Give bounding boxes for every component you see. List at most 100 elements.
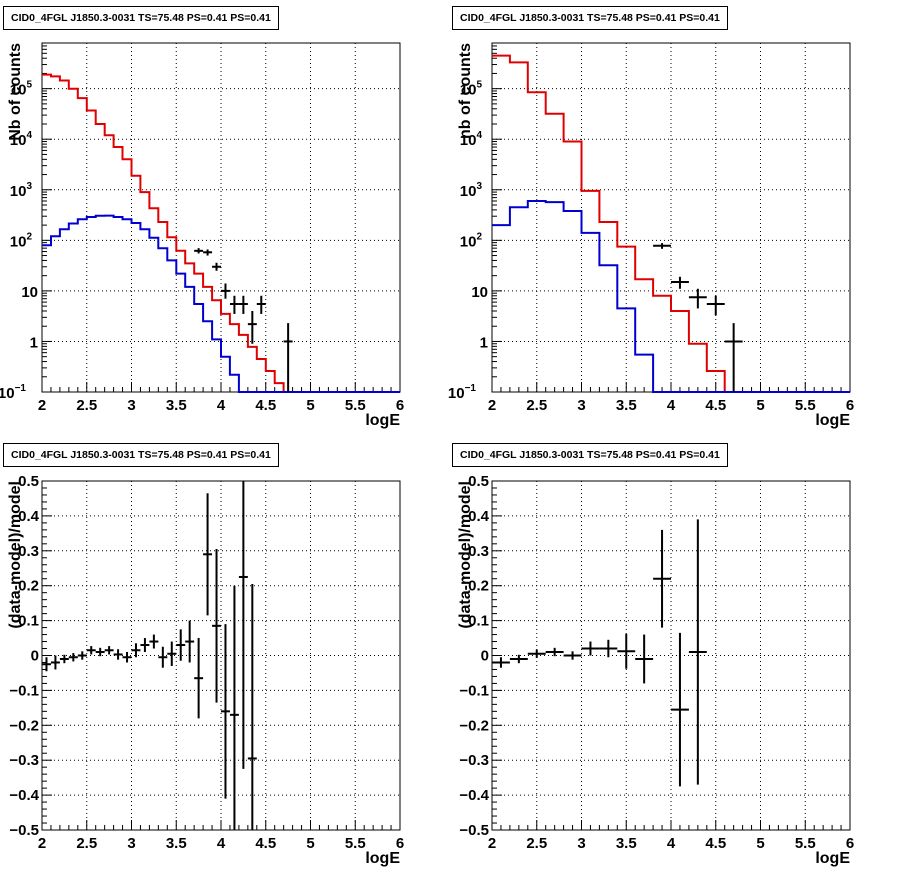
y-axis-label: Nb of counts (7, 43, 24, 141)
y-tick-label: −0.4 (459, 787, 489, 804)
y-tick-label: 103 (10, 181, 33, 200)
plot-title-bottom-right: CID0_4FGL J1850.3-0031 TS=75.48 PS=0.41 … (452, 443, 728, 467)
x-tick-label: 3.5 (616, 397, 637, 414)
x-tick-label: 5 (756, 835, 764, 852)
residual-point (509, 654, 528, 664)
plot-title-top-left: CID0_4FGL J1850.3-0031 TS=75.48 PS=0.41 … (3, 6, 279, 30)
x-axis-label: logE (365, 412, 400, 429)
x-tick-label: 4.5 (705, 397, 726, 414)
residual-point (77, 651, 87, 660)
residual-point (229, 585, 239, 830)
y-tick-label: 0.4 (18, 508, 40, 525)
residual-point (113, 649, 123, 660)
x-tick-label: 2 (488, 835, 496, 852)
y-tick-label: 1 (480, 334, 488, 351)
residual-point (492, 657, 510, 668)
residual-point (563, 651, 582, 660)
x-tick-label: 4 (667, 397, 676, 414)
x-tick-label: 6 (396, 835, 404, 852)
y-tick-label: 0.2 (18, 578, 39, 595)
plot-panel-2: 2 2.5 3 3.5 4 4.5 5 5.5 6 −0.5 −0.4 −0.3 −0.2 −0.1 0 0.… (7, 473, 404, 867)
x-tick-label: 6 (396, 397, 404, 414)
y-tick-label: 0.5 (18, 473, 39, 490)
y-axis-label: (data-model)/model (457, 481, 474, 629)
residual-point (221, 624, 230, 799)
x-tick-label: 3.5 (616, 835, 637, 852)
x-tick-label: 2 (38, 397, 46, 414)
x-tick-label: 4 (667, 835, 676, 852)
y-tick-label: −0.3 (459, 752, 489, 769)
residual-point (247, 583, 257, 830)
plot-panel-3: 2 2.5 3 3.5 4 4.5 5 5.5 6 −0.5 −0.4 −0.3 −0.2 −0.1 0 0.… (457, 473, 854, 867)
y-tick-label: 0 (31, 648, 39, 665)
y-tick-label: −0.4 (9, 787, 39, 804)
x-tick-label: 3.5 (166, 835, 187, 852)
y-tick-label: −0.1 (459, 682, 489, 699)
y-tick-label: 0.3 (468, 543, 489, 560)
residual-point (59, 654, 69, 664)
x-tick-label: 2.5 (76, 397, 97, 414)
data-point (212, 262, 221, 271)
data-point (256, 295, 266, 314)
y-tick-label: 10 (471, 284, 488, 301)
residual-point (203, 493, 213, 616)
y-tick-label: 10 (21, 284, 38, 301)
y-tick-label: −0.5 (459, 822, 489, 839)
residual-point (194, 638, 204, 719)
x-axis-label: logE (815, 850, 850, 867)
x-tick-label: 5 (306, 835, 314, 852)
residual-point (688, 519, 707, 785)
residual-point (176, 629, 186, 661)
x-tick-label: 5 (756, 397, 764, 414)
residual-point (86, 646, 96, 655)
data-point (706, 295, 725, 316)
y-tick-label: 0.4 (468, 508, 490, 525)
residual-point (158, 646, 168, 668)
residual-point (50, 655, 60, 670)
y-tick-label: −0.2 (9, 717, 39, 734)
data-point (653, 243, 671, 249)
y-tick-label: 0.5 (468, 473, 489, 490)
residual-point (635, 634, 654, 684)
data-point (724, 323, 743, 392)
data-point (203, 249, 213, 256)
data-point (221, 283, 230, 299)
y-tick-label: 0 (481, 648, 489, 665)
residual-point (104, 646, 114, 655)
series-line-1 (42, 214, 400, 393)
x-tick-label: 3 (127, 397, 135, 414)
data-point (238, 295, 248, 314)
x-tick-label: 6 (846, 397, 854, 414)
data-point (688, 288, 707, 309)
plot-panel-0: 2 2.5 3 3.5 4 4.5 5 5.5 610−1110102103104105logE… (0, 42, 404, 429)
x-tick-label: 5 (306, 397, 314, 414)
y-axis-label: nb of counts (457, 43, 474, 139)
y-tick-label: 0.2 (468, 578, 489, 595)
y-tick-label: 102 (10, 231, 33, 250)
x-tick-label: 5.5 (345, 835, 366, 852)
plot-title-bottom-left: CID0_4FGL J1850.3-0031 TS=75.48 PS=0.41 … (3, 443, 279, 467)
data-point (229, 295, 239, 314)
y-tick-label: −0.5 (9, 822, 39, 839)
x-tick-label: 3 (577, 835, 585, 852)
x-tick-label: 3 (127, 835, 135, 852)
x-tick-label: 3.5 (166, 397, 187, 414)
x-tick-label: 2.5 (76, 835, 97, 852)
plot-title-top-right: CID0_4FGL J1850.3-0031 TS=75.48 PS=0.41 … (452, 6, 728, 30)
residual-point (167, 641, 177, 666)
residual-point (617, 633, 636, 669)
x-tick-label: 4.5 (705, 835, 726, 852)
data-point (671, 276, 689, 289)
residual-point (95, 647, 105, 657)
y-tick-label: 10−1 (448, 383, 477, 402)
x-tick-label: 2.5 (526, 835, 547, 852)
x-tick-label: 2 (488, 397, 496, 414)
x-tick-label: 4 (217, 397, 226, 414)
y-tick-label: 1 (30, 334, 38, 351)
y-axis-label: (data-model)/model (7, 481, 24, 629)
x-tick-label: 4 (217, 835, 226, 852)
x-tick-label: 6 (846, 835, 854, 852)
y-tick-label: 103 (460, 181, 483, 200)
y-tick-label: −0.2 (459, 717, 489, 734)
